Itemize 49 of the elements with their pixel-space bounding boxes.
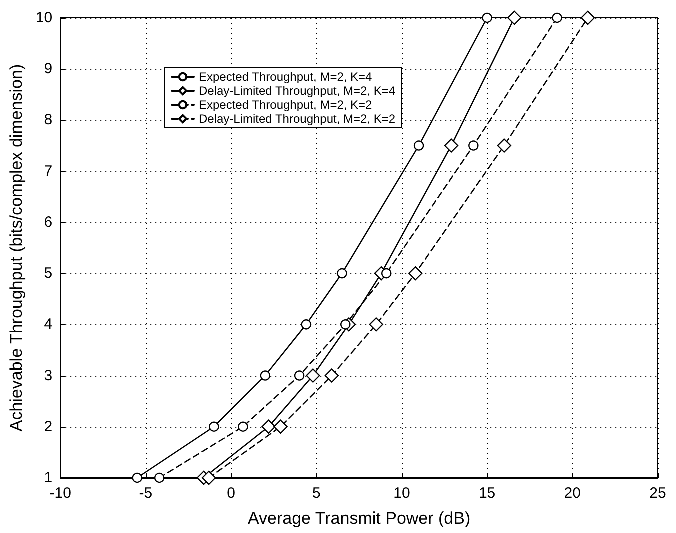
point: [408, 266, 423, 281]
x-tick-label: 5: [312, 485, 321, 502]
point: [324, 368, 340, 383]
point: [482, 12, 492, 24]
x-tick-label: 15: [478, 485, 496, 502]
point: [154, 472, 165, 484]
x-tick-label: -10: [50, 485, 72, 502]
legend-label: Expected Throughput, M=2, K=4: [199, 70, 373, 84]
point: [337, 268, 348, 279]
point: [306, 368, 320, 383]
x-tick-label: 20: [564, 485, 581, 502]
y-tick-label: 3: [44, 367, 53, 384]
y-axis-title: Achievable Throughput (bits/complex dimension): [7, 64, 26, 432]
point: [262, 420, 276, 434]
y-tick-label: 7: [44, 162, 53, 180]
point: [238, 422, 248, 432]
point: [294, 370, 305, 381]
y-tick-label: 4: [44, 316, 53, 334]
y-tick-label: 1: [44, 470, 53, 486]
point: [301, 320, 312, 330]
x-axis-title: Average Transmit Power (dB): [248, 509, 471, 528]
point: [202, 470, 216, 486]
point: [274, 420, 288, 434]
point: [209, 422, 220, 432]
point: [444, 138, 459, 153]
y-tick-label: 5: [44, 265, 53, 282]
point: [382, 268, 392, 279]
y-tick-label: 9: [44, 60, 53, 78]
point: [468, 140, 479, 151]
point: [497, 138, 512, 153]
point: [580, 10, 596, 26]
x-tick-label: 25: [650, 485, 666, 502]
y-tick-label: 8: [44, 112, 53, 129]
point: [369, 318, 384, 332]
y-tick-label: 2: [44, 418, 53, 436]
point: [508, 10, 522, 26]
x-tick-label: -5: [139, 485, 153, 502]
x-tick-label: 0: [227, 485, 236, 502]
legend-label: Expected Throughput, M=2, K=2: [199, 98, 373, 112]
legend-label: Delay-Limited Throughput, M=2, K=4: [199, 84, 396, 98]
legend-label: Delay-Limited Throughput, M=2, K=2: [199, 112, 396, 126]
y-tick-label: 6: [44, 214, 53, 231]
point: [260, 370, 271, 381]
point: [340, 320, 351, 330]
x-tick-label: 10: [394, 485, 410, 502]
point: [552, 12, 562, 24]
point: [132, 472, 142, 484]
y-tick-label: 10: [36, 10, 53, 26]
point: [414, 140, 424, 151]
